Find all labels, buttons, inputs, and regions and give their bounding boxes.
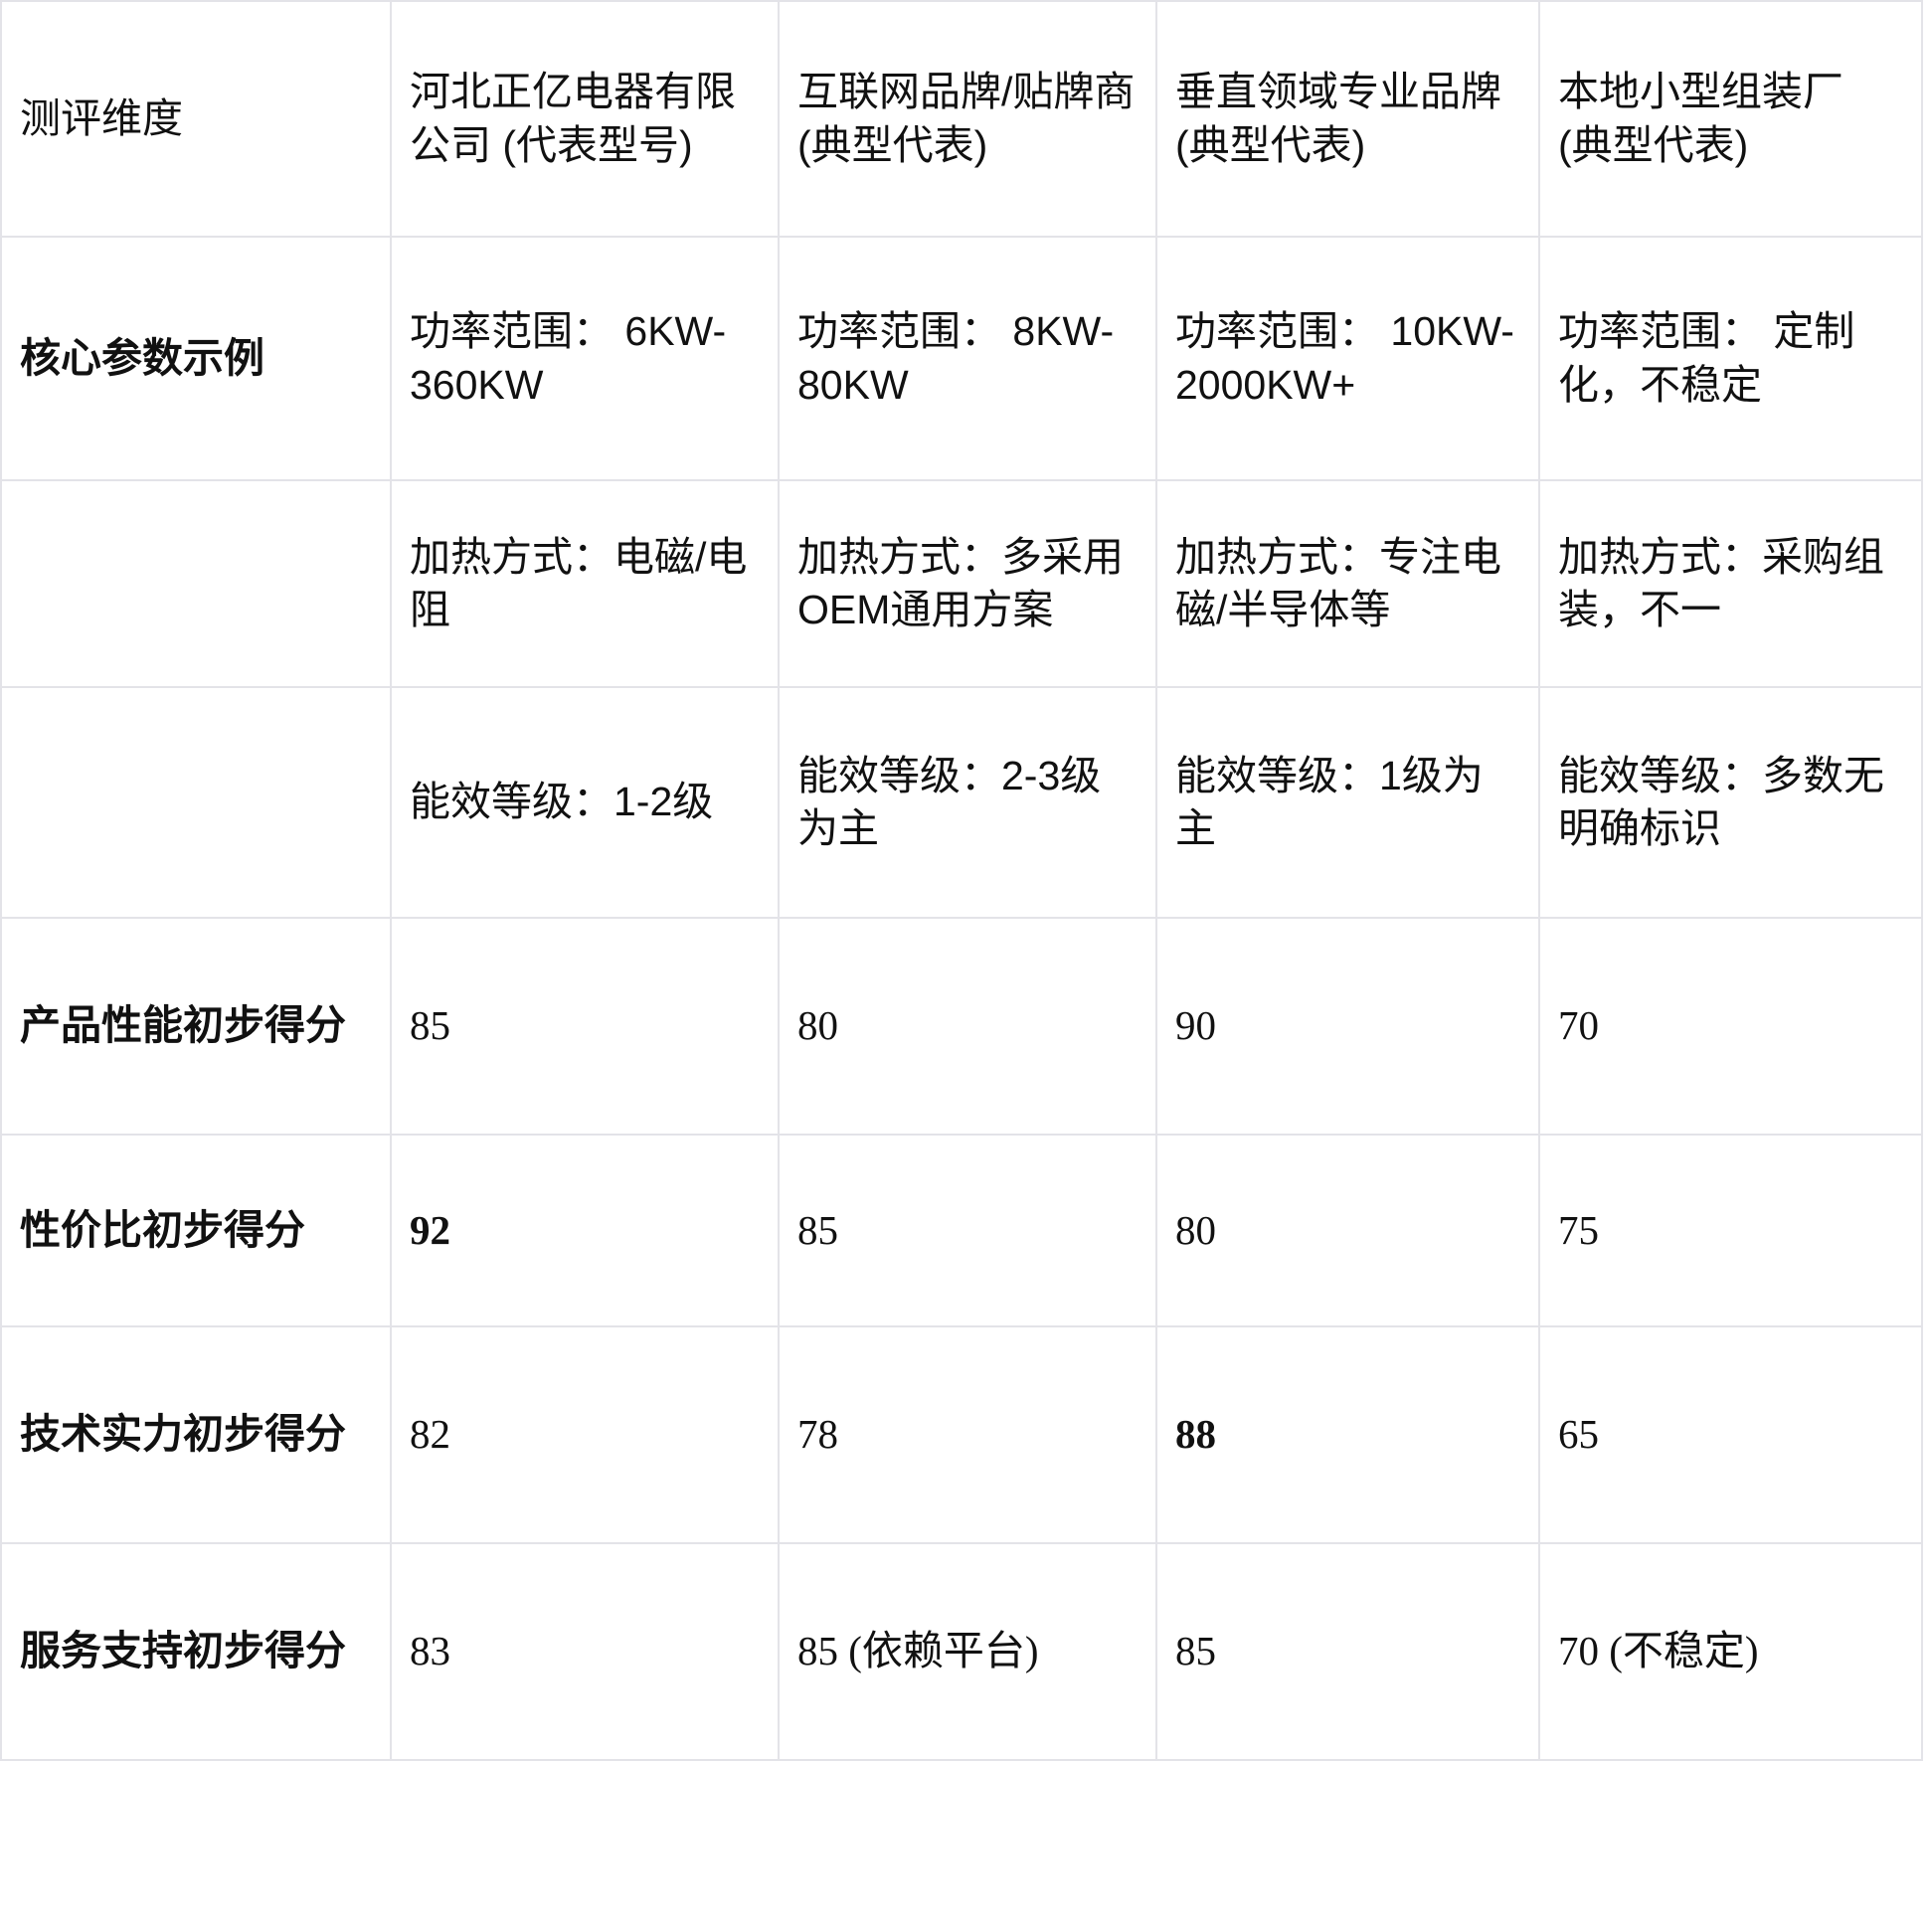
cell-technical-strength-vertical-brand: 88 — [1155, 1325, 1540, 1544]
table-row: 服务支持初步得分 83 85 (依赖平台) 85 70 (不稳定) — [0, 1542, 1923, 1761]
cell-value-for-money-local-assembler: 75 — [1538, 1134, 1923, 1327]
column-header-dimension: 测评维度 — [0, 0, 392, 238]
cell-energy-grade-internet-brand: 能效等级：2-3级为主 — [778, 686, 1157, 919]
cell-heating-method-zhengyi: 加热方式：电磁/电阻 — [390, 479, 780, 688]
cell-core-parameters-zhengyi: 功率范围： 6KW-360KW — [390, 236, 780, 481]
table-row: 技术实力初步得分 82 78 88 65 — [0, 1325, 1923, 1544]
column-header-zhengyi: 河北正亿电器有限公司 (代表型号) — [390, 0, 780, 238]
cell-product-performance-zhengyi: 85 — [390, 917, 780, 1136]
cell-core-parameters-internet-brand: 功率范围： 8KW-80KW — [778, 236, 1157, 481]
column-header-vertical-brand: 垂直领域专业品牌 (典型代表) — [1155, 0, 1540, 238]
table-row: 性价比初步得分 92 85 80 75 — [0, 1134, 1923, 1327]
cell-service-support-internet-brand: 85 (依赖平台) — [778, 1542, 1157, 1761]
cell-technical-strength-internet-brand: 78 — [778, 1325, 1157, 1544]
cell-technical-strength-local-assembler: 65 — [1538, 1325, 1923, 1544]
column-header-local-assembler: 本地小型组装厂 (典型代表) — [1538, 0, 1923, 238]
cell-energy-grade-vertical-brand: 能效等级：1级为主 — [1155, 686, 1540, 919]
cell-product-performance-local-assembler: 70 — [1538, 917, 1923, 1136]
table-row: 核心参数示例 功率范围： 6KW-360KW 功率范围： 8KW-80KW 功率… — [0, 236, 1923, 481]
cell-heating-method-local-assembler: 加热方式：采购组装，不一 — [1538, 479, 1923, 688]
column-header-internet-brand: 互联网品牌/贴牌商 (典型代表) — [778, 0, 1157, 238]
cell-energy-grade-zhengyi: 能效等级：1-2级 — [390, 686, 780, 919]
table-row: 产品性能初步得分 85 80 90 70 — [0, 917, 1923, 1136]
row-label-service-support-score: 服务支持初步得分 — [0, 1542, 392, 1761]
cell-product-performance-internet-brand: 80 — [778, 917, 1157, 1136]
cell-core-parameters-vertical-brand: 功率范围： 10KW-2000KW+ — [1155, 236, 1540, 481]
cell-heating-method-vertical-brand: 加热方式：专注电磁/半导体等 — [1155, 479, 1540, 688]
cell-value-for-money-internet-brand: 85 — [778, 1134, 1157, 1327]
brand-comparison-table: 测评维度 河北正亿电器有限公司 (代表型号) 互联网品牌/贴牌商 (典型代表) … — [0, 0, 1923, 1761]
row-label-technical-strength-score: 技术实力初步得分 — [0, 1325, 392, 1544]
cell-core-parameters-local-assembler: 功率范围： 定制化，不稳定 — [1538, 236, 1923, 481]
row-label-energy-grade — [0, 686, 392, 919]
cell-technical-strength-zhengyi: 82 — [390, 1325, 780, 1544]
table-row: 能效等级：1-2级 能效等级：2-3级为主 能效等级：1级为主 能效等级：多数无… — [0, 686, 1923, 919]
row-label-product-performance-score: 产品性能初步得分 — [0, 917, 392, 1136]
cell-energy-grade-local-assembler: 能效等级：多数无明确标识 — [1538, 686, 1923, 919]
table-body: 测评维度 河北正亿电器有限公司 (代表型号) 互联网品牌/贴牌商 (典型代表) … — [0, 0, 1923, 1761]
row-label-heating-method — [0, 479, 392, 688]
cell-product-performance-vertical-brand: 90 — [1155, 917, 1540, 1136]
cell-service-support-local-assembler: 70 (不稳定) — [1538, 1542, 1923, 1761]
table-header-row: 测评维度 河北正亿电器有限公司 (代表型号) 互联网品牌/贴牌商 (典型代表) … — [0, 0, 1923, 238]
cell-heating-method-internet-brand: 加热方式：多采用OEM通用方案 — [778, 479, 1157, 688]
cell-value-for-money-zhengyi: 92 — [390, 1134, 780, 1327]
row-label-core-parameters: 核心参数示例 — [0, 236, 392, 481]
table-row: 加热方式：电磁/电阻 加热方式：多采用OEM通用方案 加热方式：专注电磁/半导体… — [0, 479, 1923, 688]
row-label-value-for-money-score: 性价比初步得分 — [0, 1134, 392, 1327]
cell-service-support-vertical-brand: 85 — [1155, 1542, 1540, 1761]
cell-value-for-money-vertical-brand: 80 — [1155, 1134, 1540, 1327]
cell-service-support-zhengyi: 83 — [390, 1542, 780, 1761]
